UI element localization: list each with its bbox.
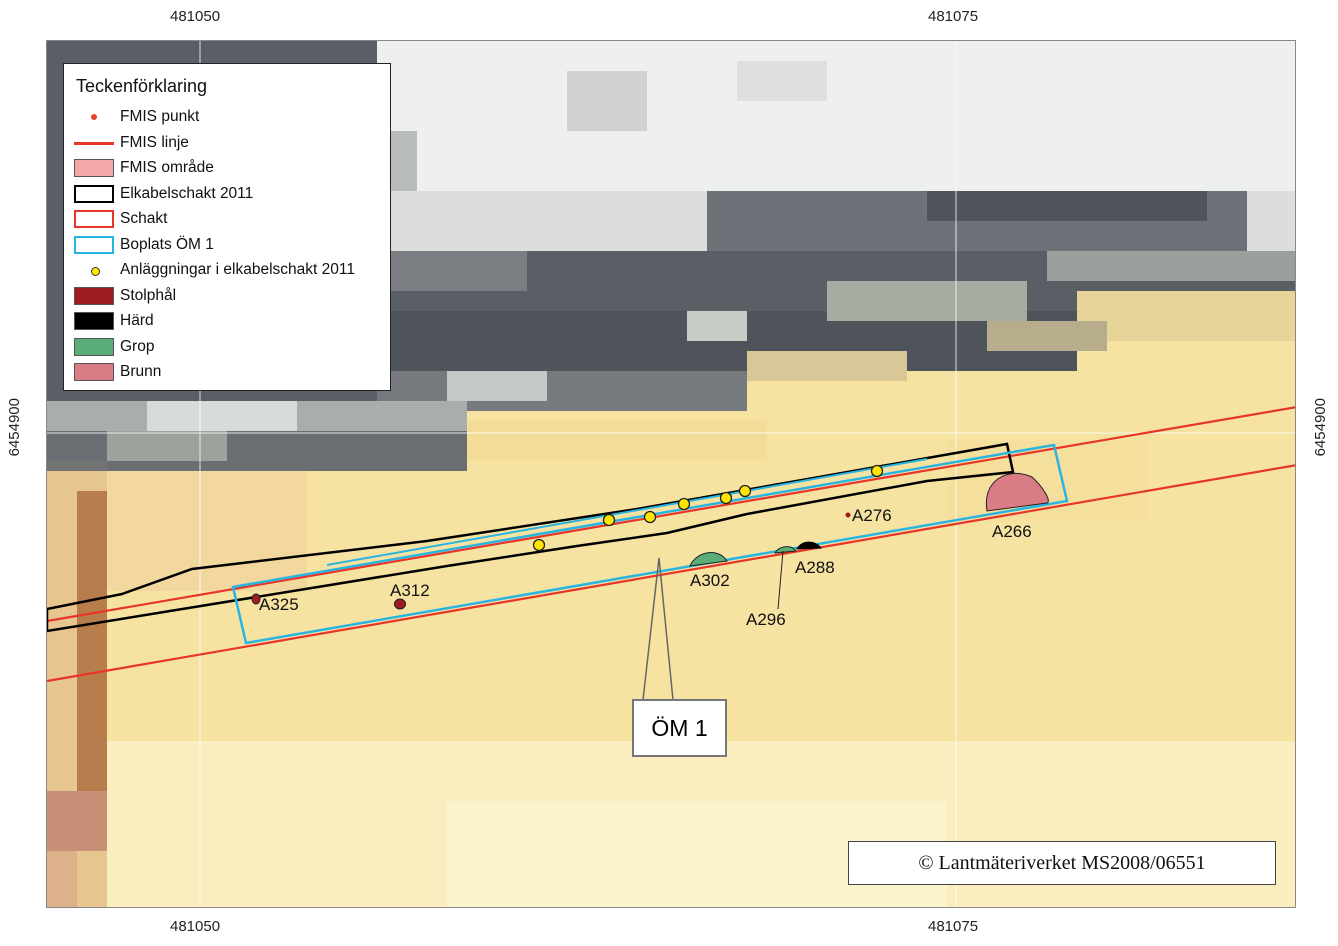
outline-cyan-icon	[74, 235, 114, 254]
a296-leader	[777, 550, 784, 610]
x-coordinate-bottom-left: 481050	[170, 918, 221, 935]
feature-a288-shape[interactable]	[796, 541, 822, 550]
feature-a325-shape[interactable]	[251, 593, 261, 605]
feature-label-a296: A296	[746, 610, 786, 629]
legend-item-grop: Grop	[74, 336, 154, 358]
legend-item-stolphål: Stolphål	[74, 285, 176, 307]
feature-label-a276: A276	[852, 506, 892, 525]
fill-darkred-icon	[74, 286, 114, 305]
fill-rose-icon	[74, 363, 114, 381]
legend-label: Grop	[120, 337, 155, 355]
x-coordinate-top-right: 481075	[928, 8, 979, 25]
feature-label-a312: A312	[390, 581, 430, 600]
legend-label: FMIS område	[120, 159, 214, 176]
schakt-inner-line	[326, 458, 928, 566]
dot-yellow-icon	[74, 261, 114, 279]
line-red-icon	[74, 134, 114, 152]
legend-item-brunn: Brunn	[74, 361, 161, 383]
feature-a276-shape[interactable]	[845, 512, 851, 518]
legend-label: Härd	[120, 312, 154, 329]
elkabelschakt-outline[interactable]	[47, 442, 1015, 633]
legend-item-fmis-linje: FMIS linje	[74, 132, 189, 154]
legend-label: Elkabelschakt 2011	[120, 184, 254, 202]
boplats-om1-outline[interactable]	[231, 443, 1069, 645]
feature-label-a302: A302	[690, 571, 730, 590]
outline-red-icon	[74, 210, 114, 228]
legend-item-elkabelschakt-2011: Elkabelschakt 2011	[74, 183, 253, 205]
legend-item-anläggningar-i-elkabelschakt-2011: Anläggningar i elkabelschakt 2011	[74, 259, 355, 281]
legend-item-fmis-område: FMIS område	[74, 157, 214, 179]
fill-black-icon	[74, 312, 114, 330]
legend-item-boplats-öm-1: Boplats ÖM 1	[74, 234, 214, 256]
legend-label: Brunn	[120, 363, 162, 380]
legend-label: FMIS punkt	[120, 108, 200, 125]
legend-item-schakt: Schakt	[74, 208, 167, 230]
legend-item-härd: Härd	[74, 310, 154, 332]
outline-black-icon	[74, 184, 114, 203]
feature-a266-shape[interactable]	[985, 472, 1049, 512]
copyright-notice: © Lantmäteriverket MS2008/06551	[848, 841, 1276, 885]
fill-pink-icon	[74, 159, 114, 177]
y-coordinate-right: 6454900	[1312, 398, 1329, 457]
x-coordinate-top-left: 481050	[170, 8, 221, 25]
legend-label: Stolphål	[120, 286, 177, 304]
fill-green-icon	[74, 337, 114, 356]
feature-a296-shape[interactable]	[774, 546, 797, 554]
legend: Teckenförklaring FMIS punkt FMIS linje FMI…	[63, 63, 391, 391]
feature-label-a325: A325	[259, 595, 299, 614]
dot-red-icon	[74, 108, 114, 126]
om1-callout: ÖM 1	[632, 699, 727, 757]
legend-item-fmis-punkt: FMIS punkt	[74, 106, 199, 128]
feature-label-a266: A266	[992, 522, 1032, 541]
om1-callout-pointer	[642, 557, 674, 701]
legend-label: Anläggningar i elkabelschakt 2011	[120, 261, 355, 278]
x-coordinate-bottom-right: 481075	[928, 918, 979, 935]
feature-a312-shape[interactable]	[394, 598, 406, 610]
fmis-line-area[interactable]	[47, 406, 1296, 683]
legend-label: FMIS linje	[120, 133, 189, 151]
legend-title: Teckenförklaring	[76, 76, 208, 96]
y-coordinate-left: 6454900	[6, 398, 23, 457]
legend-label: Boplats ÖM 1	[120, 235, 214, 253]
feature-label-a288: A288	[795, 558, 835, 577]
anlaggningar-points[interactable]	[532, 464, 884, 552]
legend-label: Schakt	[120, 210, 168, 227]
feature-a302-shape[interactable]	[689, 552, 728, 567]
